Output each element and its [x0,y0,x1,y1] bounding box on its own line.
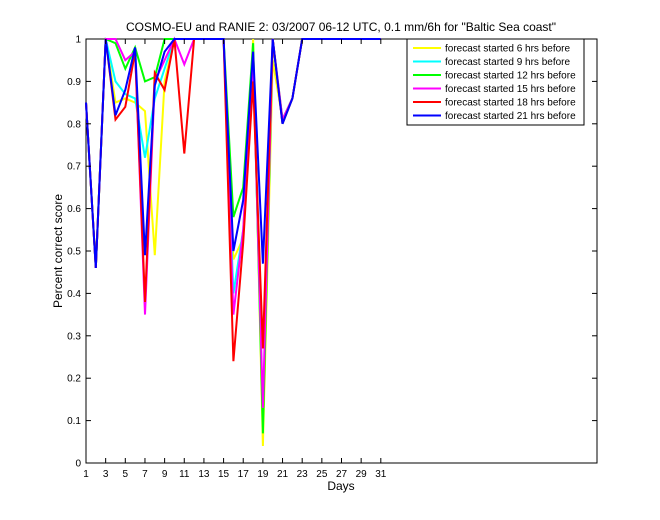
x-tick-label: 27 [336,469,348,480]
legend-label-2: forecast started 9 hrs before [445,57,571,68]
series-layer [85,36,381,447]
chart-title: COSMO-EU and RANIE 2: 03/2007 06-12 UTC,… [126,20,556,34]
y-axis-label: Percent correct score [51,194,65,308]
legend-label-5: forecast started 18 hrs before [445,98,576,109]
x-tick-label: 13 [198,469,210,480]
x-tick-label: 9 [162,469,168,480]
x-tick-label: 3 [103,469,109,480]
x-tick-label: 25 [316,469,328,480]
x-tick-label: 19 [257,469,269,480]
y-tick-label: 0.1 [67,416,81,427]
y-tick-label: 0.5 [67,247,81,258]
y-tick-label: 0.3 [67,331,81,342]
x-tick-label: 23 [297,469,309,480]
x-tick-label: 7 [142,469,148,480]
y-tick-label: 0.7 [67,162,81,173]
x-tick-label: 11 [179,469,190,480]
legend-label-3: forecast started 12 hrs before [445,71,576,82]
legend-label-6: forecast started 21 hrs before [445,111,576,122]
y-tick-label: 0.2 [67,374,81,385]
legend-box [406,38,585,126]
legend-label-4: forecast started 15 hrs before [445,84,576,95]
y-tick-label: 1 [75,35,81,46]
x-tick-label: 17 [238,469,250,480]
axes-layer: 1 3 5 7 9 11 13 15 17 19 21 23 25 27 29 3100.10.20.30.4… [67,35,597,480]
x-tick-label: 1 [83,469,89,480]
series-line-6 [85,38,381,269]
x-tick-label: 21 [277,469,289,480]
x-axis-label: Days [327,479,354,493]
legend-label-1: forecast started 6 hrs before [445,44,571,55]
x-tick-label: 5 [123,469,129,480]
y-tick-label: 0.9 [67,77,81,88]
y-tick-label: 0.6 [67,204,81,215]
y-tick-label: 0 [75,459,81,470]
legend: forecast started 6 hrs before forecast st… [406,38,585,126]
x-tick-label: 15 [218,469,230,480]
y-tick-label: 0.8 [67,119,81,130]
x-tick-label: 31 [375,469,387,480]
y-tick-label: 0.4 [67,289,81,300]
x-tick-label: 29 [356,469,368,480]
